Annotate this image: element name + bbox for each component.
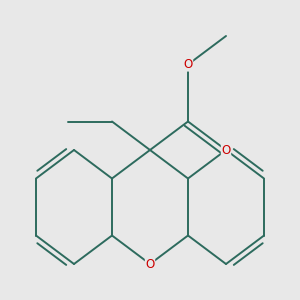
- Text: O: O: [183, 58, 193, 71]
- Text: O: O: [221, 143, 231, 157]
- Text: O: O: [146, 257, 154, 271]
